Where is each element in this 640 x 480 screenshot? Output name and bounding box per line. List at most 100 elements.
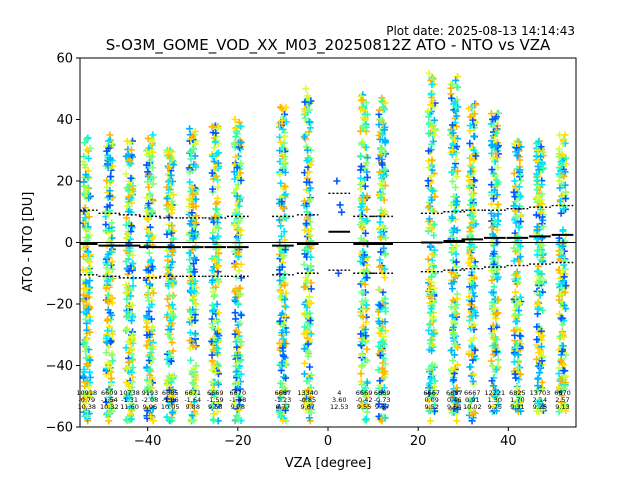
scatter-point-bin-8: [278, 104, 286, 112]
scatter-point-bin-8: [281, 132, 289, 140]
scatter-point-bin-3: [149, 345, 157, 353]
scatter-point-bin-5: [188, 191, 196, 199]
scatter-point-bin-8: [281, 384, 289, 392]
scatter-point-bin-5: [190, 223, 198, 231]
scatter-point-bin-5: [186, 308, 194, 316]
scatter-point-bin-18: [538, 378, 546, 386]
scatter-point-bin-9: [304, 340, 312, 348]
scatter-point-bin-4: [169, 372, 177, 380]
scatter-point-bin-4: [169, 191, 177, 199]
scatter-point-bin-2: [126, 157, 134, 165]
scatter-point-bin-0: [80, 372, 87, 380]
scatter-point-bin-9: [304, 399, 312, 407]
scatter-point-bin-15: [468, 192, 476, 200]
scatter-point-bin-2: [123, 326, 131, 334]
scatter-point-bin-9: [301, 108, 309, 116]
scatter-point-bin-9: [304, 387, 312, 395]
scatter-point-bin-4: [167, 171, 175, 179]
scatter-point-bin-7: [232, 273, 240, 281]
scatter-point-bin-2: [123, 234, 131, 242]
scatter-point-bin-6: [213, 330, 221, 338]
scatter-point-bin-10: [334, 269, 342, 277]
scatter-point-bin-16: [493, 335, 501, 343]
scatter-point-bin-12: [381, 99, 389, 107]
scatter-point-bin-12: [375, 366, 383, 374]
scatter-point-bin-14: [452, 122, 460, 130]
scatter-point-bin-6: [214, 176, 221, 184]
scatter-point-bin-12: [381, 265, 389, 273]
scatter-point-bin-0: [85, 154, 93, 162]
scatter-point-bin-12: [381, 414, 389, 422]
scatter-point-bin-5: [191, 242, 199, 250]
scatter-point-bin-11: [358, 200, 366, 208]
scatter-point-bin-14: [450, 332, 458, 340]
scatter-point-bin-5: [190, 398, 198, 406]
scatter-point-bin-9: [301, 98, 309, 106]
scatter-point-bin-8: [278, 117, 286, 125]
scatter-point-bin-11: [358, 362, 366, 370]
scatter-point-bin-6: [210, 334, 218, 342]
scatter-point-bin-8: [279, 274, 287, 282]
scatter-point-bin-13: [431, 246, 439, 254]
bin-sd-15: 10.02: [463, 403, 482, 411]
scatter-point-bin-0: [83, 284, 91, 292]
scatter-point-bin-9: [306, 316, 314, 324]
scatter-point-bin-13: [428, 273, 436, 281]
scatter-point-bin-7: [230, 168, 238, 176]
bin-sd-8: 8.77: [276, 403, 290, 411]
scatter-point-bin-15: [468, 297, 476, 305]
scatter-point-bin-0: [82, 225, 90, 233]
scatter-point-bin-9: [302, 220, 310, 228]
scatter-point-bin-10: [336, 201, 344, 209]
scatter-point-bin-14: [450, 100, 458, 108]
scatter-point-bin-13: [430, 231, 438, 239]
scatter-point-bin-3: [144, 204, 152, 212]
scatter-point-bin-3: [148, 164, 156, 172]
scatter-point-bin-0: [85, 194, 93, 202]
scatter-point-bin-14: [451, 364, 459, 372]
scatter-point-bin-0: [83, 412, 91, 420]
scatter-point-bin-14: [452, 76, 460, 84]
scatter-point-bin-3: [145, 183, 153, 191]
scatter-point-bin-4: [170, 161, 178, 169]
scatter-point-bin-0: [86, 144, 94, 152]
scatter-point-bin-5: [191, 128, 199, 136]
scatter-point-bin-9: [300, 283, 308, 291]
scatter-point-bin-11: [357, 203, 365, 211]
scatter-point-bin-7: [231, 116, 239, 123]
scatter-point-bin-4: [165, 416, 173, 424]
scatter-point-bin-16: [491, 266, 499, 274]
scatter-point-bin-1: [107, 173, 115, 181]
scatter-point-bin-9: [304, 227, 312, 235]
scatter-point-bin-7: [237, 176, 245, 184]
scatter-point-bin-5: [190, 416, 198, 424]
scatter-point-bin-5: [187, 155, 195, 163]
scatter-point-bin-6: [211, 138, 219, 146]
scatter-point-bin-0: [82, 354, 90, 362]
scatter-point-bin-15: [466, 122, 474, 130]
scatter-point-bin-2: [125, 267, 133, 275]
scatter-point-bin-11: [361, 164, 369, 172]
scatter-point-bin-5: [189, 342, 197, 350]
scatter-point-bin-14: [451, 136, 459, 144]
scatter-point-bin-4: [166, 190, 174, 198]
scatter-point-bin-8: [276, 317, 284, 325]
scatter-point-bin-7: [232, 315, 240, 323]
scatter-point-bin-5: [189, 235, 197, 243]
scatter-point-bin-5: [186, 125, 194, 133]
scatter-point-bin-0: [80, 339, 88, 347]
scatter-point-bin-11: [358, 338, 366, 346]
scatter-point-bin-9: [303, 178, 311, 186]
scatter-point-bin-10: [338, 208, 346, 216]
scatter-point-bin-7: [234, 335, 242, 343]
scatter-point-bin-11: [363, 205, 371, 213]
scatter-point-bin-15: [471, 282, 479, 290]
scatter-point-bin-15: [471, 110, 479, 118]
scatter-point-bin-16: [488, 166, 496, 174]
scatter-point-bin-1: [108, 311, 116, 319]
scatter-point-bin-15: [469, 414, 477, 422]
scatter-point-bin-6: [211, 317, 219, 325]
y-tick-label: −40: [46, 359, 73, 374]
x-tick-label: 40: [500, 434, 517, 449]
